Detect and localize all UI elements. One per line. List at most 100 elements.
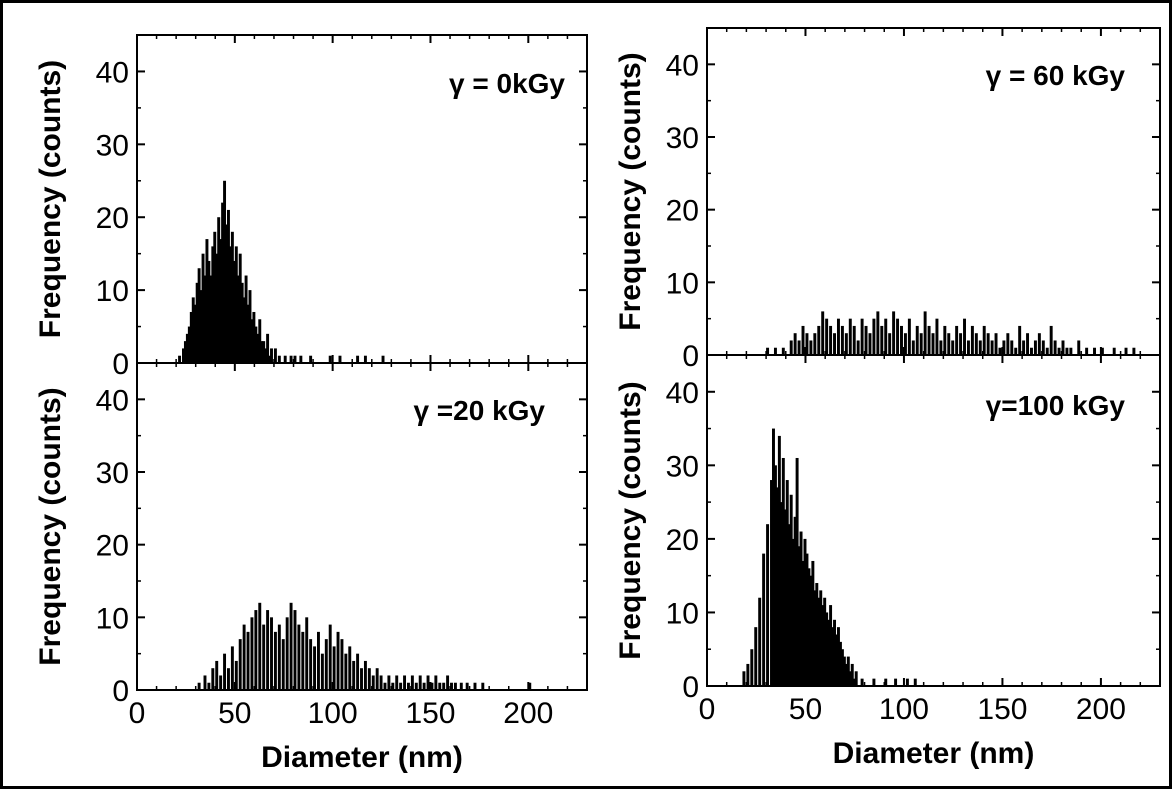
histogram-bar	[387, 675, 391, 690]
histogram-bar	[244, 275, 248, 363]
histogram-bar	[211, 668, 215, 690]
histogram-bar	[381, 355, 385, 363]
y-tick-label: 40	[666, 377, 699, 410]
histogram-bar	[900, 325, 903, 355]
histogram-bar	[250, 617, 254, 690]
histogram-bar	[270, 617, 273, 690]
histogram-bar	[258, 319, 262, 363]
histogram-bar	[328, 624, 332, 690]
histogram-bar	[831, 627, 835, 686]
histogram-bar	[277, 624, 281, 690]
x-tick-label: 0	[129, 697, 146, 730]
histogram-bar	[1030, 347, 1033, 355]
x-tick-label: 150	[405, 697, 455, 730]
x-tick-label: 100	[308, 697, 358, 730]
histogram-bar	[939, 340, 943, 355]
x-tick-label: 0	[699, 693, 716, 726]
histogram-bar	[829, 325, 833, 355]
histogram-bar	[178, 355, 182, 363]
plot-frame	[136, 362, 588, 691]
histogram-bar	[766, 347, 770, 355]
y-tick-label: 40	[96, 56, 129, 89]
histogram-bar	[779, 502, 783, 686]
histogram-bar	[825, 318, 829, 355]
histogram-bar	[395, 675, 399, 690]
histogram-bar	[742, 671, 746, 686]
histogram-bar	[213, 231, 217, 363]
histogram-bar	[813, 333, 817, 355]
histogram-bar	[990, 340, 994, 355]
histogram-bar	[207, 682, 211, 690]
histogram-bar	[442, 682, 446, 690]
histogram-bar	[907, 318, 911, 355]
histogram-bar	[789, 340, 793, 355]
histogram-bar	[367, 668, 371, 690]
histogram-bar	[205, 239, 209, 363]
histogram-bar	[289, 355, 293, 363]
histogram-bar	[1112, 347, 1116, 355]
histogram-bar	[905, 678, 909, 686]
histogram-bar	[242, 624, 246, 690]
histogram-bar	[927, 325, 931, 355]
histogram-bar	[884, 318, 888, 355]
histogram-bar	[775, 487, 779, 686]
x-axis-title: Diameter (nm)	[833, 737, 1035, 770]
histogram-bar	[324, 639, 328, 690]
histogram-bar	[860, 318, 864, 355]
histogram-bar	[836, 318, 840, 355]
histogram-bar	[383, 682, 387, 690]
histogram-bar	[789, 494, 793, 686]
histogram-bar	[238, 639, 242, 690]
y-tick-label: 0	[112, 675, 129, 708]
y-tick-label: 30	[96, 129, 129, 162]
histogram-bar	[219, 675, 223, 690]
histogram-bar	[228, 246, 232, 363]
y-tick-label: 10	[96, 602, 129, 635]
histogram-bar	[356, 653, 360, 690]
histogram-bar	[1053, 340, 1057, 355]
histogram-bar	[240, 282, 244, 363]
histogram-bar	[836, 627, 840, 686]
histogram-bar	[852, 325, 856, 355]
histogram-bar	[234, 246, 238, 363]
histogram-bar	[1057, 347, 1061, 355]
histogram-bar	[903, 333, 907, 355]
histogram-bar	[207, 260, 211, 363]
histogram-bar	[868, 333, 872, 355]
histogram-bar	[998, 347, 1002, 355]
x-tick-label: 200	[503, 697, 553, 730]
histogram-bar	[791, 538, 795, 686]
histogram-bar	[1077, 340, 1081, 355]
panel-dose-label: γ =20 kGy	[413, 395, 545, 426]
histogram-bar	[888, 333, 892, 355]
histogram-bar	[266, 333, 270, 363]
histogram-bar	[273, 631, 277, 690]
histogram-bar	[185, 333, 189, 363]
histogram-bar	[363, 660, 367, 690]
histogram-bar	[915, 325, 919, 355]
panel-dose-label: γ = 0kGy	[449, 68, 565, 99]
histogram-bar	[770, 480, 773, 686]
y-axis-title: Frequency (counts)	[614, 381, 647, 659]
histogram-bar	[986, 333, 990, 355]
histogram-bar	[262, 624, 266, 690]
histogram-bar	[799, 531, 803, 686]
histogram-bar	[340, 639, 344, 690]
histogram-bar	[947, 333, 951, 355]
histogram-bar	[410, 675, 414, 690]
histogram-bar	[407, 682, 410, 690]
histogram-bar	[459, 682, 463, 690]
x-tick-label: 50	[218, 697, 251, 730]
histogram-bar	[913, 678, 917, 686]
histogram-bar	[974, 333, 978, 355]
y-tick-label: 0	[682, 340, 699, 373]
histogram-bar	[399, 682, 403, 690]
histogram-bar	[762, 553, 766, 686]
histogram-bar	[821, 605, 825, 686]
panel-dose-label: γ = 60 kGy	[986, 60, 1126, 91]
histogram-panel-1: 0 10 20 30 40 Frequency (counts) γ = 0kGy	[34, 34, 588, 381]
histogram-bar	[438, 682, 442, 690]
histogram-bar	[750, 649, 754, 686]
histogram-bar	[813, 590, 817, 686]
